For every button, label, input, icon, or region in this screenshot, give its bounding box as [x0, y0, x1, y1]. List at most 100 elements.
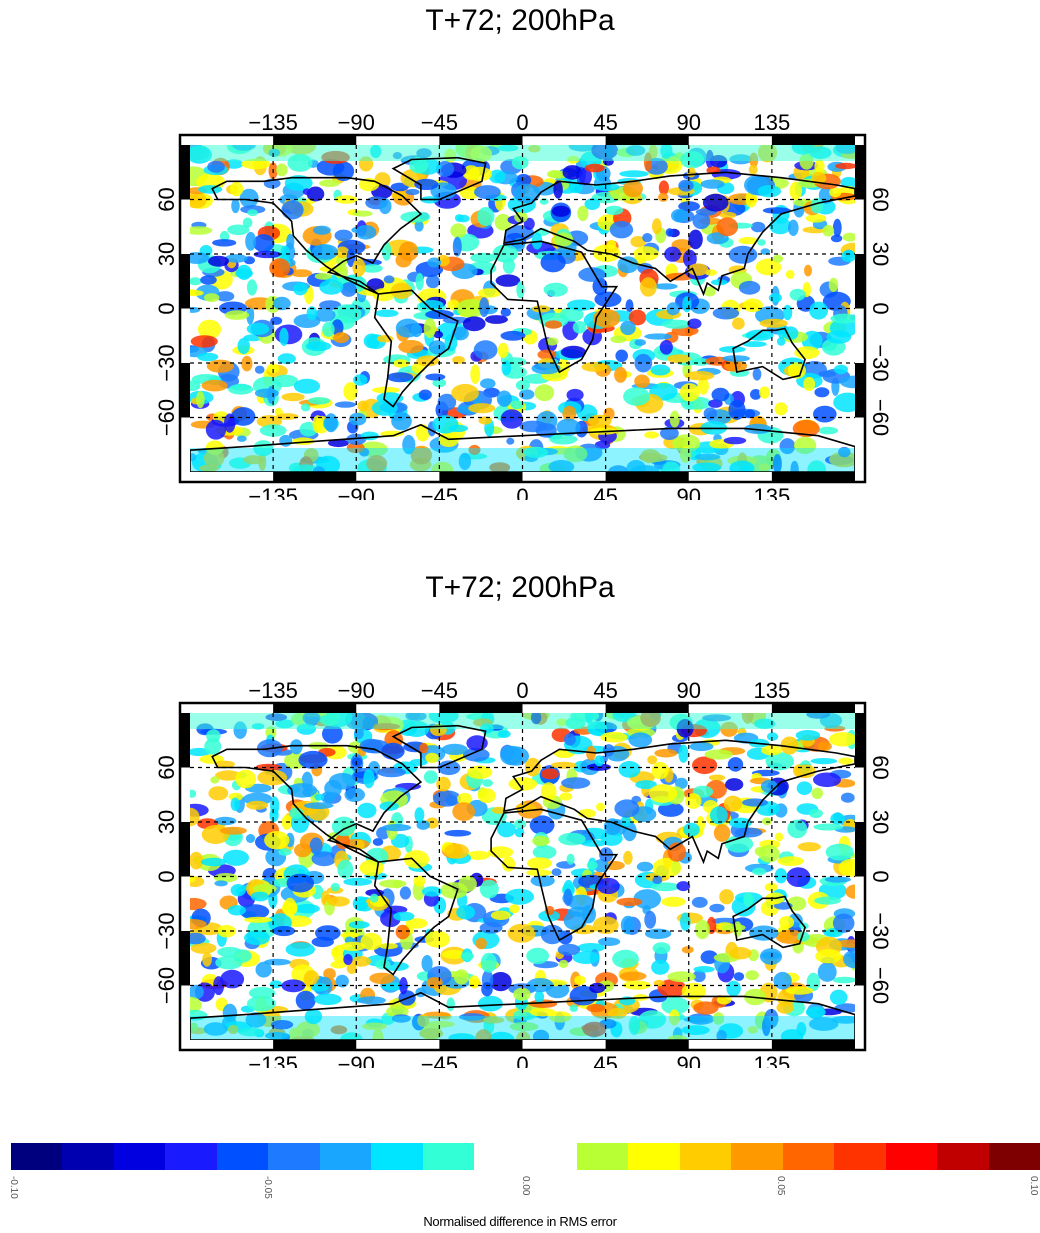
- field-blob: [213, 873, 238, 883]
- field-blob: [190, 984, 204, 1000]
- field-blob: [635, 780, 657, 790]
- field-blob: [615, 349, 628, 363]
- field-blob: [830, 812, 845, 825]
- field-blob: [214, 880, 228, 887]
- field-blob: [688, 229, 703, 250]
- field-blob: [375, 309, 399, 318]
- field-blob: [332, 304, 362, 324]
- field-blob: [505, 888, 534, 905]
- field-blob: [327, 896, 350, 907]
- field-blob: [653, 979, 665, 987]
- field-blob: [379, 879, 407, 888]
- field-blob: [340, 1032, 363, 1040]
- field-blob: [724, 835, 754, 853]
- field-blob: [414, 220, 424, 232]
- field-blob: [526, 978, 554, 993]
- field-blob: [759, 318, 788, 328]
- field-blob: [237, 337, 250, 355]
- field-blob: [340, 941, 366, 951]
- field-blob: [475, 937, 487, 950]
- field-blob: [283, 897, 297, 917]
- field-blob: [566, 853, 575, 865]
- field-blob: [817, 741, 832, 752]
- field-blob: [628, 309, 647, 326]
- field-blob: [834, 364, 848, 375]
- field-blob: [319, 300, 342, 310]
- field-blob: [596, 802, 605, 812]
- field-blob: [391, 412, 412, 431]
- field-blob: [840, 176, 855, 189]
- lat-tick-label-right: 0: [868, 302, 893, 314]
- field-blob: [445, 794, 458, 806]
- field-blob: [620, 915, 635, 935]
- field-blob: [463, 747, 490, 762]
- field-blob: [687, 263, 709, 276]
- field-blob: [208, 786, 229, 801]
- field-blob: [752, 368, 762, 381]
- field-blob: [451, 384, 479, 402]
- field-blob: [510, 400, 524, 410]
- field-blob: [572, 951, 600, 964]
- field-blob: [563, 445, 588, 463]
- field-blob: [610, 335, 627, 344]
- field-blob: [452, 356, 465, 364]
- field-blob: [382, 824, 412, 832]
- colorbar-swatch: [782, 1143, 835, 1170]
- field-blob: [424, 930, 451, 948]
- field-blob: [678, 179, 694, 192]
- field-blob: [423, 318, 436, 339]
- field-blob: [519, 420, 548, 433]
- field-blob: [685, 793, 702, 809]
- field-blob: [712, 306, 740, 320]
- field-blob: [660, 426, 679, 440]
- coastline: [732, 895, 806, 949]
- field-blob: [723, 436, 747, 445]
- field-blob: [754, 846, 767, 856]
- field-blob: [564, 733, 576, 746]
- field-blob: [682, 296, 692, 313]
- field-blob: [578, 167, 593, 186]
- field-blob: [651, 882, 681, 892]
- field-blob: [523, 217, 535, 230]
- coastline: [190, 991, 855, 1040]
- field-blob: [416, 820, 430, 830]
- field-blob: [250, 891, 269, 902]
- field-blob: [444, 829, 472, 837]
- colorbar-tick-label: 0.00: [520, 1176, 531, 1196]
- field-blob: [500, 409, 523, 429]
- field-blob: [723, 795, 743, 812]
- field-blob: [497, 821, 516, 838]
- field-blob: [255, 961, 272, 978]
- field-blob: [415, 424, 430, 442]
- field-blob: [457, 214, 470, 223]
- field-blob: [669, 410, 680, 428]
- field-blob: [212, 239, 237, 247]
- field-blob: [418, 389, 432, 401]
- field-blob: [224, 413, 236, 433]
- field-blob: [360, 431, 379, 441]
- field-blob: [808, 808, 823, 819]
- field-blob: [760, 779, 778, 793]
- frame-segment: [855, 363, 865, 418]
- field-blob: [662, 461, 681, 472]
- field-blob: [679, 383, 700, 402]
- map-title-2: T+72; 200hPa: [425, 571, 615, 604]
- field-blob: [363, 333, 380, 349]
- field-blob: [319, 279, 344, 295]
- field-blob: [230, 797, 240, 811]
- field-blob: [772, 454, 782, 472]
- field-blob: [549, 434, 578, 445]
- field-blob: [671, 208, 689, 223]
- field-blob: [680, 912, 691, 931]
- lat-tick-label-left: −30: [154, 344, 179, 381]
- field-blob: [398, 340, 424, 354]
- field-blob: [393, 911, 415, 921]
- field-blob: [832, 976, 855, 984]
- field-blob: [239, 188, 259, 208]
- field-blob: [477, 995, 503, 1012]
- field-blob: [647, 755, 658, 765]
- field-blob: [788, 219, 799, 236]
- frame-segment: [605, 472, 689, 482]
- lon-tick-label-bottom: 45: [593, 1052, 617, 1068]
- field-blob: [785, 986, 814, 995]
